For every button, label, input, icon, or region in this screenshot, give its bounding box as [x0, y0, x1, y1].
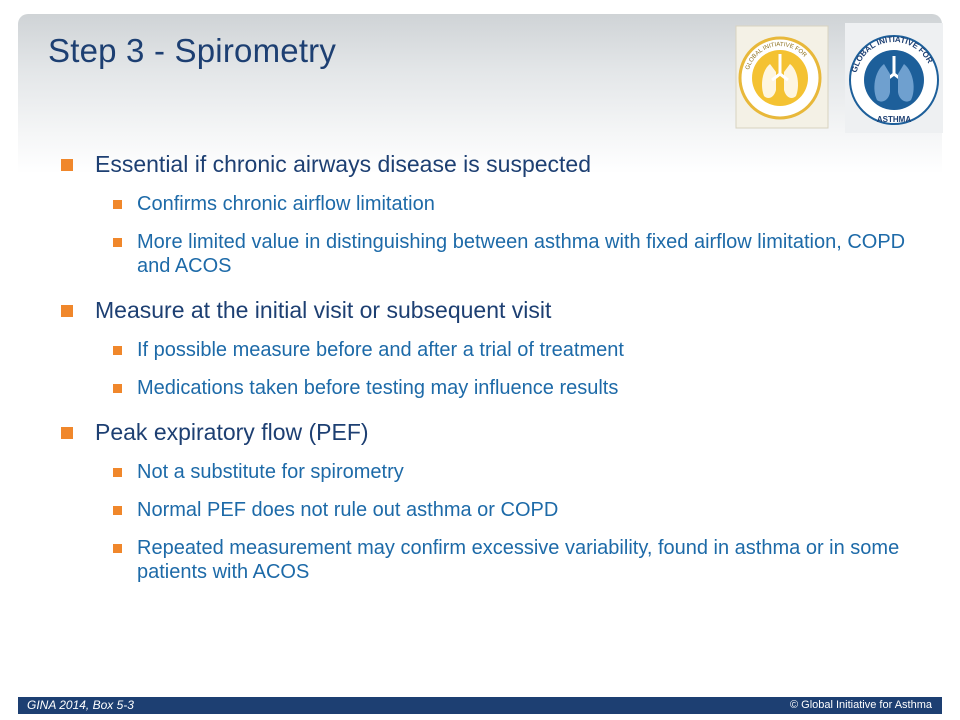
bullet-square-icon — [61, 427, 73, 439]
sub-bullet: Normal PEF does not rule out asthma or C… — [61, 498, 941, 522]
sub-bullet-square-icon — [113, 384, 122, 393]
gold-logo: GLOBAL INITIATIVE FOR — [735, 25, 829, 129]
footer-copyright: © Global Initiative for Asthma — [789, 699, 932, 711]
bullet-list: Essential if chronic airways disease is … — [61, 150, 941, 584]
sub-bullet-square-icon — [113, 468, 122, 477]
sub-bullet-square-icon — [113, 544, 122, 553]
sub-bullet-square-icon — [113, 238, 122, 247]
sub-bullet: Repeated measurement may confirm excessi… — [61, 536, 941, 584]
sub-bullet: Confirms chronic airflow limitation — [61, 192, 941, 216]
sub-bullet: More limited value in distinguishing bet… — [61, 230, 941, 278]
sub-bullet-square-icon — [113, 506, 122, 515]
footer-source: GINA 2014, Box 5-3 — [27, 698, 134, 712]
gina-logo: GLOBAL INITIATIVE FOR ASTHMA — [845, 23, 943, 133]
footer-bar: GINA 2014, Box 5-3 © Global Initiative f… — [18, 697, 942, 714]
bullet: Essential if chronic airways disease is … — [61, 150, 941, 178]
sub-bullet: Medications taken before testing may inf… — [61, 376, 941, 400]
slide: Step 3 - Spirometry GLOBAL INITIATIVE FO… — [18, 14, 943, 714]
slide-title: Step 3 - Spirometry — [48, 32, 337, 69]
bullet-square-icon — [61, 305, 73, 317]
sub-bullet: If possible measure before and after a t… — [61, 338, 941, 362]
sub-bullet-square-icon — [113, 200, 122, 209]
svg-text:ASTHMA: ASTHMA — [877, 115, 911, 124]
bullet: Measure at the initial visit or subseque… — [61, 296, 941, 324]
bullet: Peak expiratory flow (PEF) — [61, 418, 941, 446]
sub-bullet-square-icon — [113, 346, 122, 355]
bullet-square-icon — [61, 159, 73, 171]
sub-bullet: Not a substitute for spirometry — [61, 460, 941, 484]
